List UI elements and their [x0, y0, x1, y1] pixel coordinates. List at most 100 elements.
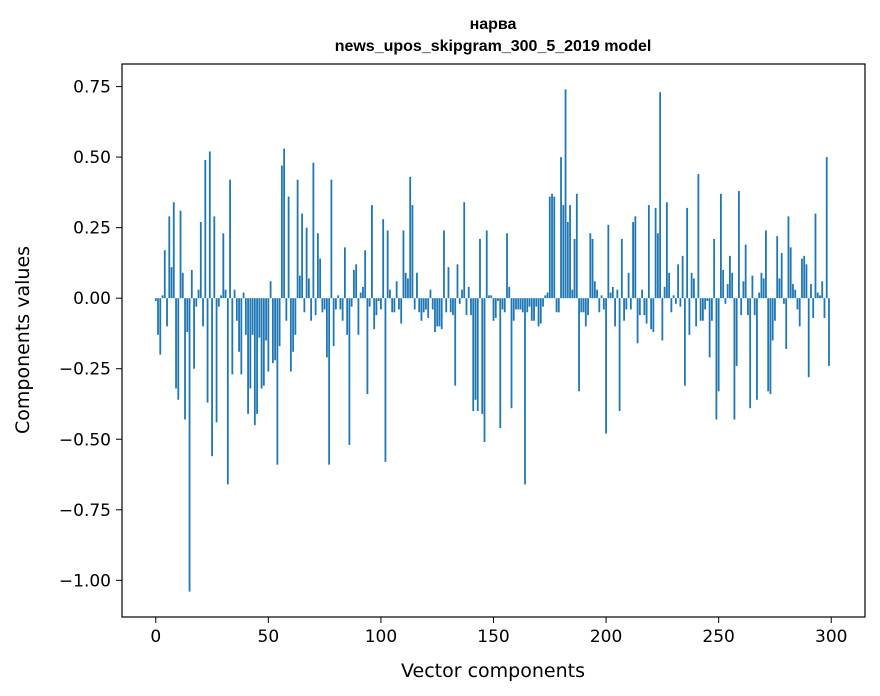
bar [179, 210, 182, 299]
bar [798, 298, 801, 327]
bar [672, 295, 675, 299]
bar [407, 278, 409, 299]
bar [416, 272, 418, 299]
bar [186, 298, 189, 333]
bar [659, 92, 662, 299]
bar [375, 298, 378, 316]
bar [452, 298, 454, 316]
bar [542, 298, 544, 307]
bar [256, 298, 258, 414]
bar [355, 264, 358, 299]
bar [760, 272, 763, 299]
bar [789, 247, 792, 299]
bar [557, 298, 560, 313]
bar [605, 298, 607, 434]
bar [238, 298, 240, 352]
bar [683, 298, 686, 386]
bar [334, 298, 337, 310]
bar [310, 298, 313, 321]
bar [591, 238, 594, 299]
bar [762, 278, 765, 299]
bar [573, 238, 576, 299]
bar [312, 162, 315, 299]
bar [449, 298, 452, 313]
chart-subtitle: news_upos_skipgram_300_5_2019 model [335, 38, 652, 55]
bar [508, 286, 511, 299]
bar [267, 298, 270, 372]
bar [499, 298, 502, 428]
bar [328, 298, 331, 465]
bar [506, 233, 508, 299]
y-tick-label: −1.00 [59, 571, 111, 591]
y-axis-label: Components values [12, 246, 34, 434]
bar [729, 255, 731, 299]
bar [204, 159, 207, 299]
bar [202, 298, 204, 327]
bar [377, 298, 380, 301]
bar [427, 298, 430, 318]
bar [758, 292, 761, 299]
bar [537, 298, 540, 327]
bar [479, 238, 481, 299]
bar [805, 264, 808, 299]
bar [319, 258, 322, 299]
bar [429, 289, 432, 299]
bar [524, 298, 526, 485]
x-tick-label: 150 [477, 627, 509, 647]
bar [774, 298, 776, 321]
bar [512, 298, 515, 321]
y-tick-label: −0.75 [59, 501, 111, 521]
bar [269, 281, 272, 299]
bar [283, 148, 286, 299]
bar [323, 298, 326, 310]
bar [747, 298, 749, 316]
bar [402, 230, 405, 299]
bar [458, 298, 461, 304]
bar [668, 272, 671, 299]
bar [438, 298, 441, 327]
bar [258, 298, 261, 338]
y-tick-label: −0.25 [59, 360, 111, 380]
bar [618, 298, 621, 412]
bar [616, 289, 619, 299]
bar [481, 298, 484, 414]
bar [578, 298, 580, 392]
bar [184, 298, 186, 420]
bar [168, 216, 171, 299]
bar [704, 298, 707, 310]
bar [794, 289, 797, 299]
bar [422, 298, 425, 313]
bar [436, 298, 439, 327]
bar [364, 250, 367, 299]
bar [497, 298, 499, 301]
bar [154, 298, 157, 301]
bar [753, 298, 756, 316]
y-tick-label: −0.50 [59, 430, 111, 450]
bar [229, 179, 231, 299]
bar [307, 278, 310, 299]
bar [366, 298, 369, 395]
y-tick-label: 0.50 [73, 148, 111, 168]
bar [271, 298, 274, 364]
bar [208, 151, 211, 299]
bar [301, 213, 304, 299]
bar [539, 298, 542, 324]
bar [566, 222, 569, 299]
bar [280, 165, 283, 299]
bar [501, 298, 504, 310]
bar [679, 298, 682, 307]
bar [828, 298, 830, 366]
bar [251, 298, 254, 335]
bar [654, 207, 657, 299]
bar [391, 298, 394, 313]
bar [623, 298, 625, 321]
bar [665, 202, 668, 299]
bar [368, 298, 371, 307]
bar [418, 298, 421, 313]
bar [456, 264, 459, 299]
bar [677, 264, 680, 299]
bar [650, 298, 653, 330]
bar [262, 298, 265, 386]
bar [553, 196, 556, 299]
bar [602, 298, 605, 310]
